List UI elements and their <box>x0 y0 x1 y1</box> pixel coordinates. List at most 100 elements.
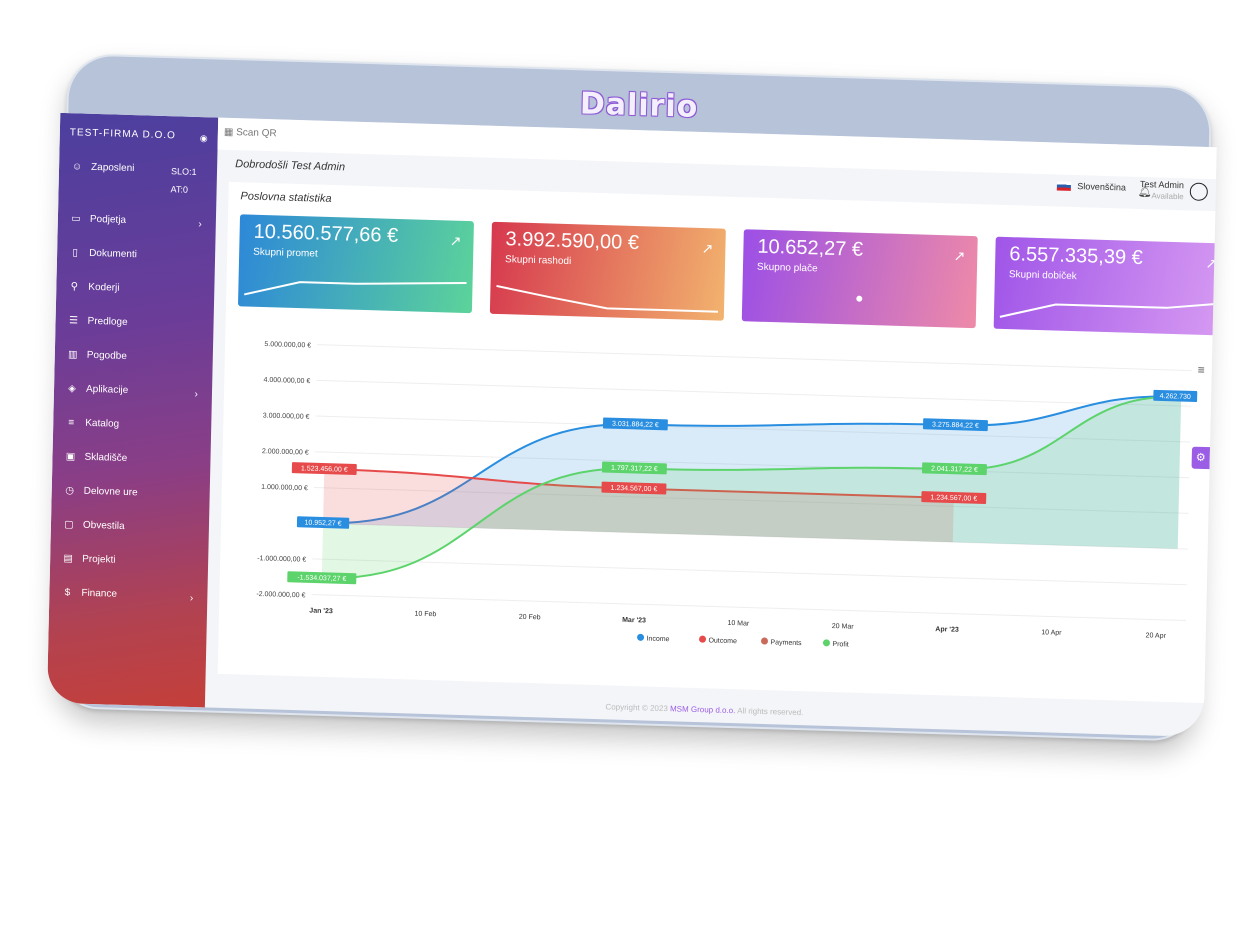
document-icon: ▯ <box>72 247 79 259</box>
sidebar-item-8[interactable]: ◷ Delovne ure <box>64 485 138 498</box>
footer-copyright: Copyright © 2023 <box>605 702 668 714</box>
data-label: 1.523.456,00 € <box>291 462 357 475</box>
legend-item[interactable]: Income <box>637 633 670 644</box>
y-tick-label: 4.000.000,00 € <box>263 377 310 385</box>
chevron-right-icon[interactable]: › <box>194 389 199 401</box>
data-label: 1.234.567,00 € <box>921 491 987 504</box>
sidebar-item-label: Aplikacije <box>85 383 129 397</box>
sidebar-item-11[interactable]: $ Finance <box>61 587 118 600</box>
svg-text:10.952,27 €: 10.952,27 € <box>304 520 341 528</box>
sidebar-item-employees[interactable]: ☺ Zaposleni <box>71 161 135 174</box>
sidebar-item-label: Zaposleni <box>90 161 135 175</box>
sidebar-item-7[interactable]: ▣ Skladišče <box>64 451 128 465</box>
grid-line <box>316 379 1191 407</box>
svg-text:-1.534.037,27 €: -1.534.037,27 € <box>297 574 346 582</box>
x-tick-label: 10 Apr <box>1041 629 1062 637</box>
grid-line <box>317 344 1192 372</box>
sidebar-item-6[interactable]: ≡ Katalog <box>65 417 119 430</box>
legend-item[interactable]: Outcome <box>699 635 737 646</box>
svg-text:Payments: Payments <box>770 639 802 647</box>
sparkline-path <box>999 302 1217 318</box>
avatar-icon[interactable] <box>1189 182 1209 201</box>
app-screen: TEST-FIRMA D.O.O ◉ ☺ Zaposleni SLO:1 AT:… <box>46 112 1217 738</box>
sidebar-item-0[interactable]: ▭ Podjetja <box>70 213 126 226</box>
code-icon: ⚲ <box>70 281 79 293</box>
sparkline <box>999 302 1217 318</box>
user-info[interactable]: Test Admin Available <box>1140 179 1184 202</box>
data-label: 1.234.567,00 € <box>601 481 667 495</box>
trending-up-icon: ↗ <box>449 232 462 249</box>
data-label: -1.534.037,27 € <box>287 571 357 585</box>
svg-text:1.797.317,22 €: 1.797.317,22 € <box>611 465 658 473</box>
at-count: AT:0 <box>170 184 189 195</box>
stat-card: 10.652,27 € Skupno plače ↗ <box>741 229 978 329</box>
sidebar-item-3[interactable]: ☰ Predloge <box>67 315 128 328</box>
list-icon: ≡ <box>68 417 75 429</box>
series-area-outcome <box>323 469 954 543</box>
series-line-income <box>323 395 1182 525</box>
sidebar-item-5[interactable]: ◈ Aplikacije <box>66 383 128 396</box>
y-tick-label: 5.000.000,00 € <box>264 341 311 349</box>
gear-icon[interactable]: ⚙ <box>1191 446 1211 470</box>
sidebar-item-2[interactable]: ⚲ Koderji <box>68 281 120 294</box>
eye-icon[interactable]: ◉ <box>199 133 208 144</box>
legend-item[interactable]: Payments <box>761 637 802 647</box>
stat-card: 10.560.577,66 € Skupni promet ↗ <box>237 214 474 314</box>
language-selector[interactable]: Slovenščina <box>1056 181 1127 193</box>
svg-text:Outcome: Outcome <box>708 637 737 645</box>
sidebar-item-1[interactable]: ▯ Dokumenti <box>69 247 137 260</box>
chart-canvas: 5.000.000,00 € 4.000.000,00 € 3.000.000,00… <box>256 341 1198 649</box>
sidebar-item-label: Projekti <box>82 553 116 566</box>
y-tick-label: 2.000.000,00 € <box>262 448 309 456</box>
message-icon: ▢ <box>64 519 74 531</box>
stat-value: 6.557.335,39 € <box>1009 243 1144 270</box>
sidebar-item-label: Skladišče <box>84 451 128 465</box>
trending-up-icon: ↗ <box>953 247 966 264</box>
svg-text:3.031.884,22 €: 3.031.884,22 € <box>612 421 659 429</box>
footer-rights: All rights reserved. <box>737 706 804 718</box>
chart-menu-icon[interactable]: ≡ <box>1197 362 1205 377</box>
series-area-income <box>323 396 1182 549</box>
scan-qr-button[interactable]: ▦ Scan QR <box>224 127 277 140</box>
sidebar-item-9[interactable]: ▢ Obvestila <box>63 519 125 532</box>
x-tick-label: 20 Apr <box>1146 632 1167 640</box>
footer-company[interactable]: MSM Group d.o.o. <box>669 704 736 716</box>
sidebar-item-label: Podjetja <box>89 213 127 226</box>
sidebar-item-label: Koderji <box>88 281 120 294</box>
truck-icon: ▣ <box>65 451 76 463</box>
grid-line <box>311 594 1187 622</box>
sidebar-item-10[interactable]: ▤ Projekti <box>62 553 116 566</box>
sparkline <box>496 284 718 313</box>
trending-up-icon: ↗ <box>701 239 714 257</box>
trending-up-icon: ↗ <box>1205 254 1217 272</box>
sidebar-item-label: Dokumenti <box>89 247 138 261</box>
x-tick-label: Apr '23 <box>935 626 959 634</box>
series-area-profit <box>321 396 1182 579</box>
data-label: 1.797.317,22 € <box>601 461 667 475</box>
svg-text:Income: Income <box>646 636 669 644</box>
data-label: 2.041.317,22 € <box>921 462 987 476</box>
grid-line <box>314 451 1190 479</box>
chevron-right-icon[interactable]: › <box>198 219 202 231</box>
chevron-right-icon[interactable]: › <box>189 592 194 605</box>
brand-name: Dalirio <box>579 86 699 125</box>
series-line-profit <box>321 395 1182 580</box>
sparkline <box>244 281 467 296</box>
grid-line <box>315 415 1191 443</box>
users-icon: ☺ <box>71 161 83 173</box>
stat-card: 3.992.590,00 € Skupni rashodi ↗ <box>489 221 726 321</box>
data-label: 10.952,27 € <box>296 516 350 529</box>
legend-item[interactable]: Profit <box>822 639 849 649</box>
x-tick-label: 20 Feb <box>519 614 541 622</box>
svg-text:1.234.567,00 €: 1.234.567,00 € <box>610 485 657 493</box>
data-label: 3.031.884,22 € <box>602 417 668 431</box>
data-label: 4.262.730 <box>1153 389 1198 403</box>
sidebar-item-label: Predloge <box>87 315 128 328</box>
business-chart: 5.000.000,00 € 4.000.000,00 € 3.000.000,00… <box>230 322 1217 691</box>
x-tick-label: 10 Feb <box>414 611 436 619</box>
sidebar-item-4[interactable]: ▥ Pogodbe <box>67 349 127 362</box>
sparkline-path <box>496 284 718 313</box>
svg-text:4.262.730: 4.262.730 <box>1160 393 1191 401</box>
language-label: Slovenščina <box>1077 181 1127 193</box>
device-frame: Dalirio TEST-FIRMA D.O.O ◉ ☺ Zaposleni S… <box>46 53 1217 742</box>
